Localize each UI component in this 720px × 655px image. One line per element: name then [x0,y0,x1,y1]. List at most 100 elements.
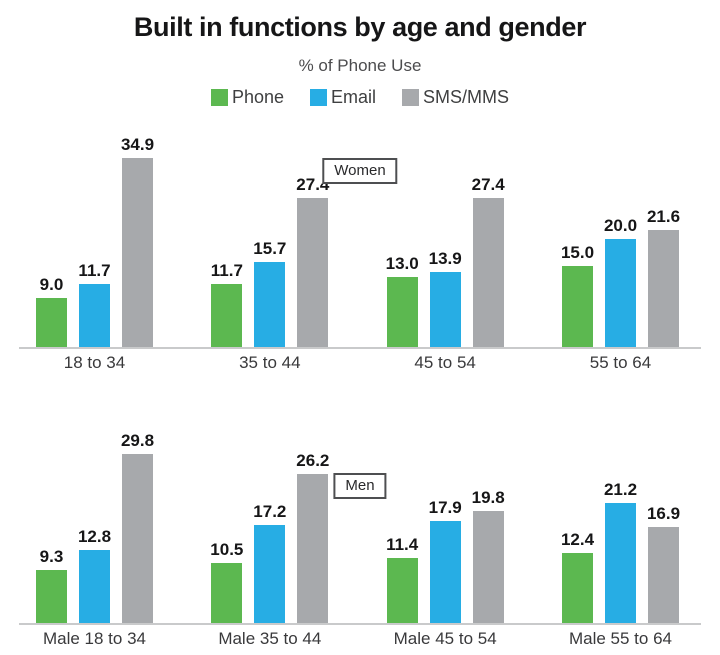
legend-label-email: Email [331,86,377,107]
panel-label-box-men: Men [333,473,387,499]
category-label: 35 to 44 [239,353,301,372]
bar-sms-mms [647,527,679,623]
value-label: 15.0 [560,243,595,262]
plot-area-women: 9.0 11.7 34.9 11.7 15.7 27.4 13.0 13.9 27.4 15.0 2… [36,135,680,347]
bar-phone [36,570,67,623]
value-label: 13.9 [428,249,462,268]
value-label: 27.4 [471,175,505,194]
bar-wrap-sms-mms: 26.2 [296,451,330,623]
legend-label-phone: Phone [231,86,285,107]
bar-wrap-sms-mms: 19.8 [471,488,505,623]
value-label: 12.4 [560,530,595,549]
bar-wrap-sms-mms: 27.4 [296,175,330,347]
bar-wrap-sms-mms: 21.6 [647,207,680,347]
value-label: 34.9 [120,135,155,154]
value-label: 12.8 [77,527,112,546]
bar-phone [386,277,418,347]
legend-item-email: Email [310,87,376,108]
category-label: 18 to 34 [63,353,126,372]
bar-group: 9.0 11.7 34.9 [36,135,155,347]
bar-wrap-email: 12.8 [77,527,112,623]
value-label: 15.7 [253,239,287,258]
bar-sms-mms [297,198,329,347]
bar-wrap-phone: 11.4 [386,535,419,623]
value-label: 29.8 [120,431,155,450]
bar-sms-mms [472,511,504,623]
legend-label-sms-mms: SMS/MMS [423,86,510,107]
value-label: 9.3 [39,547,64,566]
bar-group: 11.4 17.9 19.8 [386,488,505,623]
bar-wrap-phone: 9.0 [36,275,67,347]
bar-phone [36,298,67,347]
bar-email [254,262,286,347]
chart-title: Built in functions by age and gender [133,12,587,42]
bar-email [604,239,636,347]
bar-wrap-email: 17.2 [253,502,287,623]
bar-email [254,525,286,623]
category-label: 45 to 54 [414,353,476,372]
bar-group: 9.3 12.8 29.8 [36,431,155,623]
bar-wrap-email: 17.9 [428,498,462,623]
bar-wrap-phone: 10.5 [210,540,244,623]
legend-item-phone: Phone [210,86,285,108]
bar-phone [386,558,418,623]
legend-swatch-sms-mms [402,88,420,106]
legend-swatch-phone [210,88,228,106]
bar-phone [561,553,593,623]
bar-wrap-email: 13.9 [428,249,462,347]
x-axis-line-men [19,623,701,625]
category-row-women: 18 to 34 35 to 44 45 to 54 55 to 64 [36,353,679,373]
bar-group: 12.4 21.2 16.9 [560,480,681,623]
value-label: 9.0 [39,275,64,294]
bar-email [79,550,110,623]
bar-wrap-sms-mms: 16.9 [646,504,681,623]
bar-wrap-phone: 11.7 [210,261,243,347]
bar-phone [211,563,243,623]
bar-sms-mms [647,230,679,347]
value-label: 17.2 [253,502,287,521]
bar-wrap-phone: 12.4 [560,530,595,623]
plot-area-men: 9.3 12.8 29.8 10.5 17.2 26.2 11.4 17.9 19.8 12.4 2… [36,431,681,623]
bar-wrap-sms-mms: 29.8 [120,431,155,623]
bar-sms-mms [297,474,329,623]
bar-sms-mms [122,454,153,623]
legend-swatch-email [310,88,328,106]
value-label: 11.4 [386,535,419,554]
bar-group: 15.0 20.0 21.6 [560,207,680,347]
bar-phone [561,266,593,347]
panel-men: Men 9.3 12.8 29.8 10.5 17.2 26.2 11.4 17.9 19.8 1… [0,431,720,649]
bar-email [429,272,461,347]
bar-wrap-sms-mms: 34.9 [120,135,155,347]
bar-wrap-phone: 15.0 [560,243,595,347]
bar-group: 13.0 13.9 27.4 [385,175,505,347]
bar-sms-mms [472,198,504,347]
value-label: 10.5 [210,540,244,559]
bar-sms-mms [122,158,153,347]
bar-wrap-phone: 13.0 [385,254,419,347]
bar-email [604,503,636,623]
category-label: 55 to 64 [589,353,652,372]
bar-wrap-sms-mms: 27.4 [471,175,505,347]
value-label: 26.2 [296,451,330,470]
value-label: 20.0 [603,216,638,235]
category-label: Male 35 to 44 [218,629,322,648]
value-label: 21.2 [603,480,638,499]
x-axis-line-women [19,347,701,349]
value-label: 17.9 [428,498,462,517]
value-label: 16.9 [646,504,681,523]
chart-subtitle: % of Phone Use [298,56,422,75]
bar-wrap-email: 15.7 [253,239,287,347]
legend: Phone Email SMS/MMS [0,86,720,108]
value-label: 11.7 [78,261,111,280]
category-label: Male 18 to 34 [42,629,146,648]
bar-wrap-email: 21.2 [603,480,638,623]
bar-email [429,521,461,623]
category-label: Male 45 to 54 [393,629,497,648]
value-label: 19.8 [471,488,505,507]
bar-wrap-email: 20.0 [603,216,638,347]
category-row-men: Male 18 to 34 Male 35 to 44 Male 45 to 54 M… [36,629,679,649]
value-label: 27.4 [296,175,330,194]
value-label: 13.0 [385,254,419,273]
value-label: 11.7 [210,261,243,280]
panel-label-box-women: Women [322,158,398,184]
